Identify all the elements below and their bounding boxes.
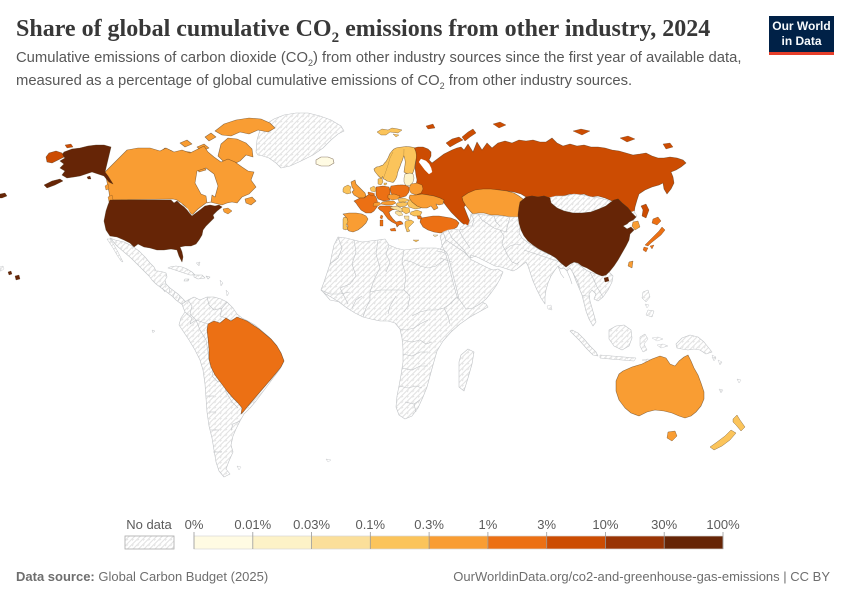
svg-text:0.01%: 0.01% bbox=[234, 517, 271, 532]
svg-text:30%: 30% bbox=[651, 517, 677, 532]
svg-text:0.1%: 0.1% bbox=[355, 517, 385, 532]
svg-text:3%: 3% bbox=[537, 517, 556, 532]
svg-text:0%: 0% bbox=[185, 517, 204, 532]
svg-text:No data: No data bbox=[126, 517, 172, 532]
svg-text:0.3%: 0.3% bbox=[414, 517, 444, 532]
svg-text:10%: 10% bbox=[592, 517, 618, 532]
svg-text:100%: 100% bbox=[706, 517, 740, 532]
svg-text:0.03%: 0.03% bbox=[293, 517, 330, 532]
svg-text:1%: 1% bbox=[479, 517, 498, 532]
